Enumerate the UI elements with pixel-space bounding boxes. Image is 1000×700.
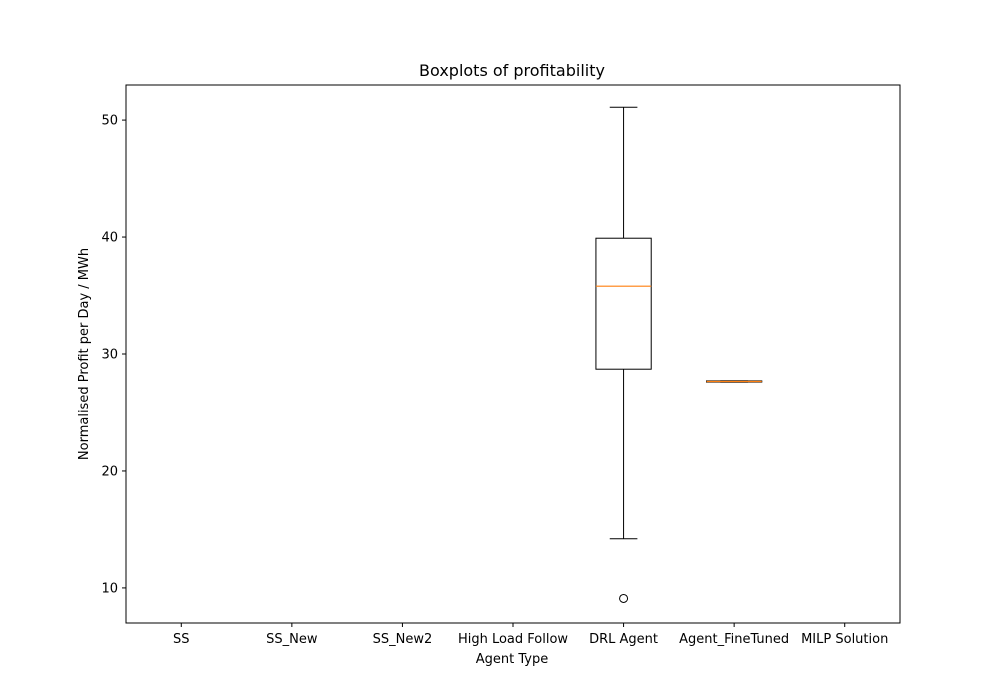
chart-title: Boxplots of profitability bbox=[419, 61, 605, 80]
x-tick-label: High Load Follow bbox=[458, 632, 568, 647]
x-tick-label: Agent_FineTuned bbox=[679, 632, 789, 647]
outlier-point bbox=[619, 593, 629, 603]
box-series bbox=[595, 106, 763, 603]
y-axis-label: Normalised Profit per Day / MWh bbox=[77, 248, 92, 460]
y-tick-label: 20 bbox=[101, 464, 118, 479]
x-axis-label: Agent Type bbox=[476, 652, 548, 667]
plot-area-frame bbox=[125, 84, 901, 624]
x-tick-label: SS bbox=[173, 632, 190, 647]
box-iqr bbox=[595, 237, 652, 370]
x-tick-label: DRL Agent bbox=[589, 632, 658, 647]
x-tick-label: MILP Solution bbox=[801, 632, 888, 647]
x-tick-label: SS_New2 bbox=[373, 632, 433, 647]
x-tick-label: SS_New bbox=[266, 632, 318, 647]
y-tick-label: 10 bbox=[101, 581, 118, 596]
axis-ticks: 10 20 30 40 50 SS SS_New SS_New2 High Load Follo… bbox=[101, 114, 888, 647]
y-tick-label: 50 bbox=[101, 114, 118, 129]
y-tick-label: 40 bbox=[101, 231, 118, 246]
y-tick-label: 30 bbox=[101, 348, 118, 363]
